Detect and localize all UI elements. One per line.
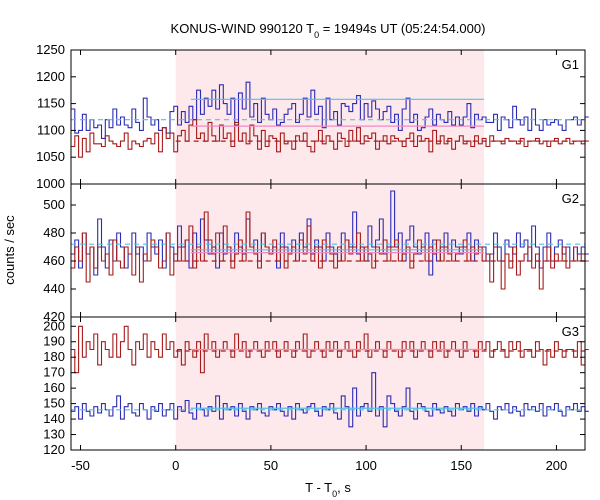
y-tick-label: 120	[43, 442, 65, 457]
y-tick-label: 130	[43, 427, 65, 442]
x-tick-label: 50	[264, 458, 278, 473]
y-axis-label: counts / sec	[2, 215, 17, 285]
y-tick-label: 190	[43, 334, 65, 349]
x-tick-label: 200	[546, 458, 568, 473]
panel-label: G2	[562, 191, 579, 206]
red-series-line	[71, 119, 589, 158]
series-layer	[71, 81, 589, 428]
xlabel-suffix: , s	[337, 480, 351, 495]
y-tick-label: 440	[43, 281, 65, 296]
x-tick-label: -50	[71, 458, 90, 473]
title-prefix: KONUS-WIND 990120 T	[171, 21, 315, 36]
y-tick-label: 140	[43, 411, 65, 426]
y-tick-label: 180	[43, 349, 65, 364]
label-layer: 100010501100115012001250G142044046048050…	[36, 42, 579, 473]
y-tick-label: 1050	[36, 149, 65, 164]
y-tick-label: 1000	[36, 176, 65, 191]
title-suffix: = 19494s UT (05:24:54.000)	[319, 21, 485, 36]
red-series-line	[71, 211, 589, 290]
y-tick-label: 1150	[37, 96, 65, 111]
x-tick-label: 100	[355, 458, 377, 473]
x-axis-label: T - T0, s	[305, 480, 351, 499]
chart-title: KONUS-WIND 990120 T0 = 19494s UT (05:24:…	[171, 21, 486, 40]
panel-label: G1	[562, 57, 579, 72]
y-tick-label: 170	[43, 365, 65, 380]
blue-series-line	[71, 81, 589, 139]
y-tick-label: 200	[43, 318, 65, 333]
highlight-region	[175, 317, 485, 450]
y-tick-label: 420	[43, 309, 65, 324]
y-tick-label: 1200	[36, 69, 65, 84]
x-tick-label: 150	[450, 458, 472, 473]
y-tick-label: 1250	[36, 42, 65, 57]
panel-frame	[70, 316, 586, 451]
y-tick-label: 150	[43, 396, 65, 411]
y-tick-label: 460	[43, 253, 65, 268]
frame-layer	[70, 49, 586, 451]
y-tick-label: 480	[43, 225, 65, 240]
blue-series-line	[71, 372, 589, 428]
y-tick-label: 1100	[37, 122, 65, 137]
title-subscript: 0	[314, 30, 319, 40]
y-tick-label: 500	[43, 197, 65, 212]
xlabel-prefix: T - T	[305, 480, 332, 495]
y-tick-label: 160	[43, 380, 65, 395]
panel-label: G3	[562, 324, 579, 339]
xlabel-subscript: 0	[332, 489, 337, 499]
x-tick-label: 0	[172, 458, 179, 473]
